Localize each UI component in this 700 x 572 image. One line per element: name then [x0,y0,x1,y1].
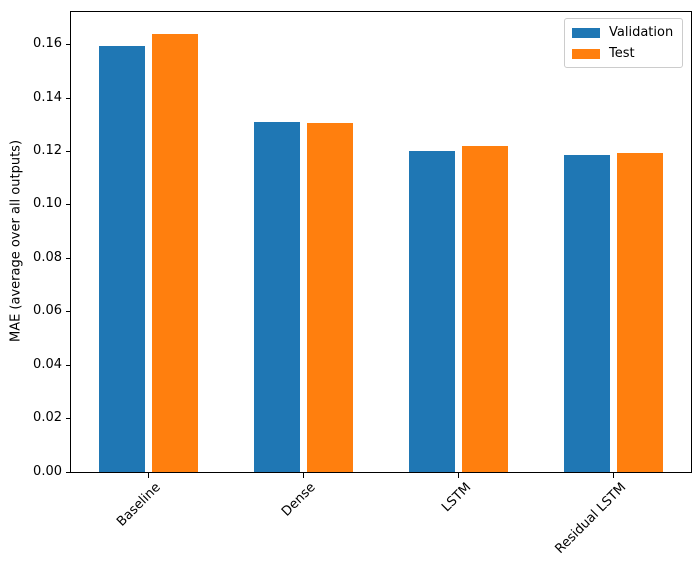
y-tick-label: 0.12 [33,142,62,158]
bar-test-dense [307,122,353,472]
x-tick-label-dense: Dense [279,480,320,520]
x-tick-mark [148,473,149,478]
legend-item-test: Test [572,46,673,61]
legend-item-validation: Validation [572,25,673,40]
bar-test-residual-lstm [617,152,663,472]
x-tick-mark [458,473,459,478]
legend: Validation Test [564,18,684,68]
y-tick-label: 0.16 [33,36,62,52]
legend-label-validation: Validation [609,25,674,40]
bar-validation-dense [254,122,300,472]
y-tick-mark [66,364,70,366]
y-tick-label: 0.00 [33,463,62,479]
y-tick-mark [66,97,70,99]
bar-validation-baseline [99,46,145,472]
bar-validation-lstm [409,150,455,472]
y-tick-mark [66,257,70,259]
legend-swatch-test [572,48,600,59]
plot-area [66,11,692,478]
y-tick-mark [66,44,70,46]
x-tick-mark [303,473,304,478]
y-tick-label: 0.10 [33,196,62,212]
x-tick-label-baseline: Baseline [114,480,165,530]
y-tick-mark [66,150,70,152]
bar-test-lstm [462,146,508,472]
y-tick-label: 0.08 [33,249,62,265]
y-tick-label: 0.04 [33,356,62,372]
bar-test-baseline [152,33,198,472]
y-tick-label: 0.02 [33,410,62,426]
y-tick-mark [66,418,70,420]
y-tick-mark [66,311,70,313]
legend-swatch-validation [572,27,600,38]
y-tick-mark [66,471,70,473]
x-tick-label-lstm: LSTM [438,480,475,516]
legend-label-test: Test [609,46,635,61]
x-tick-label-residual-lstm: Residual LSTM [552,480,630,557]
y-tick-mark [66,204,70,206]
y-tick-label: 0.14 [33,89,62,105]
bar-validation-residual-lstm [564,155,610,472]
x-tick-mark [613,473,614,478]
y-tick-label: 0.06 [33,303,62,319]
